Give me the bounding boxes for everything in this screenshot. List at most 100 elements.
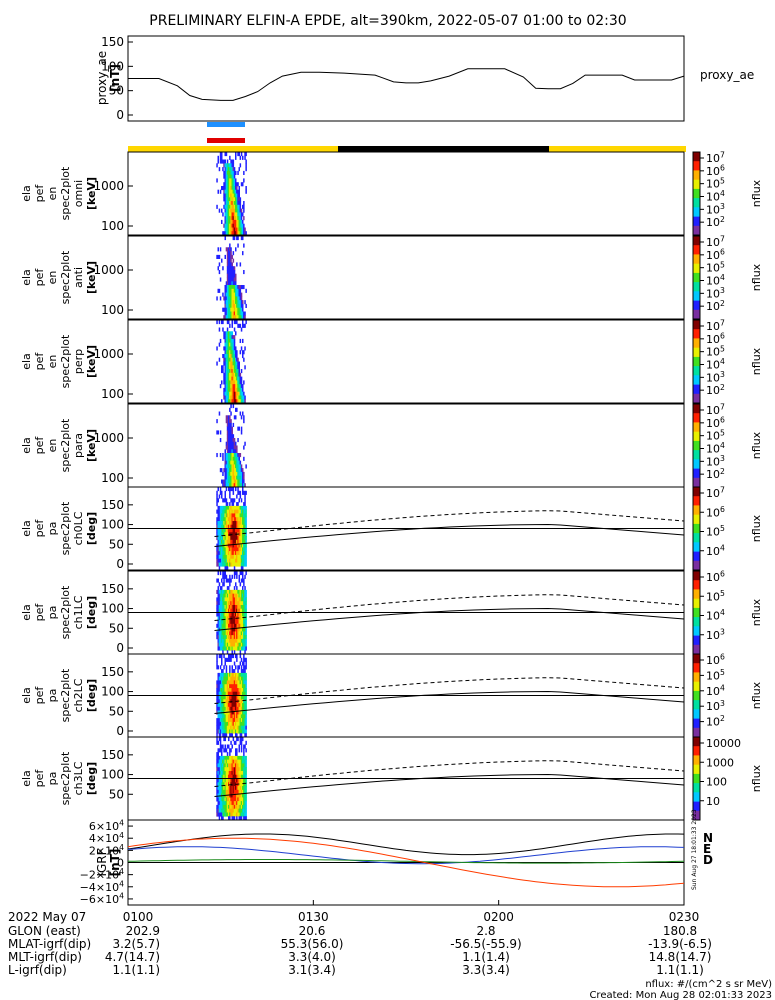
heat-cell [228, 793, 230, 798]
colorbar-tick-label-exp: 4 [720, 273, 725, 282]
heat-cell [219, 490, 222, 495]
heat-cell [217, 729, 219, 734]
heat-cell [236, 638, 238, 643]
ephemeris-row-label: GLON (east) [8, 924, 81, 938]
heat-cell [236, 361, 238, 366]
heat-cell [219, 605, 222, 610]
heat-cell [237, 361, 239, 366]
heat-cell [223, 547, 225, 552]
heat-cell [231, 270, 233, 275]
heat-cell [224, 558, 226, 563]
heat-cell [228, 672, 230, 677]
heat-cell [236, 509, 238, 514]
heat-cell [242, 307, 244, 312]
heat-cell [221, 521, 223, 526]
heat-cell [243, 391, 245, 396]
heat-cell [224, 638, 226, 643]
heat-cell [235, 582, 237, 587]
heat-cell [221, 646, 223, 651]
heat-cell [229, 212, 231, 217]
heat-cell [245, 152, 247, 157]
heat-cell [229, 434, 231, 439]
heat-cell [237, 688, 239, 693]
heat-cell [242, 688, 244, 693]
heat-cell [228, 464, 230, 469]
heat-cell [243, 759, 245, 764]
heat-cell [225, 657, 228, 662]
heat-cell [217, 804, 219, 809]
heat-cell [226, 528, 229, 533]
heat-cell [231, 517, 233, 522]
heat-cell [225, 748, 228, 753]
heat-cell [228, 654, 230, 659]
heat-cell [221, 786, 223, 791]
heat-cell [230, 468, 232, 473]
heat-cell [222, 608, 224, 613]
heat-cell [240, 729, 243, 734]
colorbar-segment [693, 746, 700, 756]
heat-cell [226, 729, 229, 734]
heat-cell [217, 513, 219, 518]
heat-cell [230, 725, 232, 730]
heat-cell [236, 676, 238, 681]
colorbar-segment [693, 487, 700, 497]
heat-cell [245, 771, 247, 776]
heat-cell [229, 536, 231, 541]
heat-cell [236, 612, 238, 617]
heat-cell [225, 688, 228, 693]
heat-cell [240, 285, 243, 290]
heat-cell [235, 763, 237, 768]
heat-cell [239, 262, 242, 267]
heat-cell [240, 589, 243, 594]
heat-cell [245, 695, 247, 700]
heat-cell [218, 167, 221, 172]
heat-cell [230, 767, 232, 772]
heat-cell [240, 703, 243, 708]
heat-cell [228, 635, 230, 640]
heat-cell [236, 601, 238, 606]
heat-cell [244, 729, 246, 734]
heat-cell [233, 277, 236, 282]
heat-cell [219, 672, 222, 677]
heat-cell [231, 354, 233, 359]
heat-cell [240, 797, 243, 802]
heat-cell [223, 174, 225, 179]
heat-cell [218, 494, 221, 499]
heat-cell [229, 251, 231, 256]
heat-cell [231, 346, 233, 351]
heat-cell [235, 543, 237, 548]
heat-cell [229, 155, 231, 160]
heat-cell [225, 680, 228, 685]
colorbar-tick-label: 103 [706, 627, 725, 641]
heat-cell [233, 684, 236, 689]
heat-cell [231, 631, 233, 636]
heat-cell [238, 521, 240, 526]
heat-cell [232, 536, 235, 541]
heat-cell [218, 524, 221, 529]
heat-cell [239, 620, 242, 625]
heat-cell [217, 586, 219, 591]
heat-cell [223, 786, 225, 791]
heat-cell [219, 774, 222, 779]
heat-cell [216, 623, 218, 628]
heat-cell [232, 376, 235, 381]
heat-cell [217, 536, 219, 541]
heat-cell [229, 797, 231, 802]
heat-cell [230, 608, 232, 613]
heat-cell [226, 285, 229, 290]
heat-cell [238, 201, 240, 206]
heat-cell [224, 498, 226, 503]
heat-cell [223, 231, 225, 236]
heat-cell [229, 342, 231, 347]
heat-cell [231, 456, 233, 461]
heat-cell [237, 691, 239, 696]
units-note: nflux: #/(cm^2 s sr MeV) [645, 979, 772, 990]
heat-cell [229, 247, 231, 252]
heat-cell [235, 361, 237, 366]
heat-cell [242, 315, 244, 320]
heat-cell [224, 623, 226, 628]
heat-cell [238, 204, 240, 209]
heat-cell [218, 536, 221, 541]
heat-cell [228, 475, 230, 480]
heat-cell [238, 665, 240, 670]
